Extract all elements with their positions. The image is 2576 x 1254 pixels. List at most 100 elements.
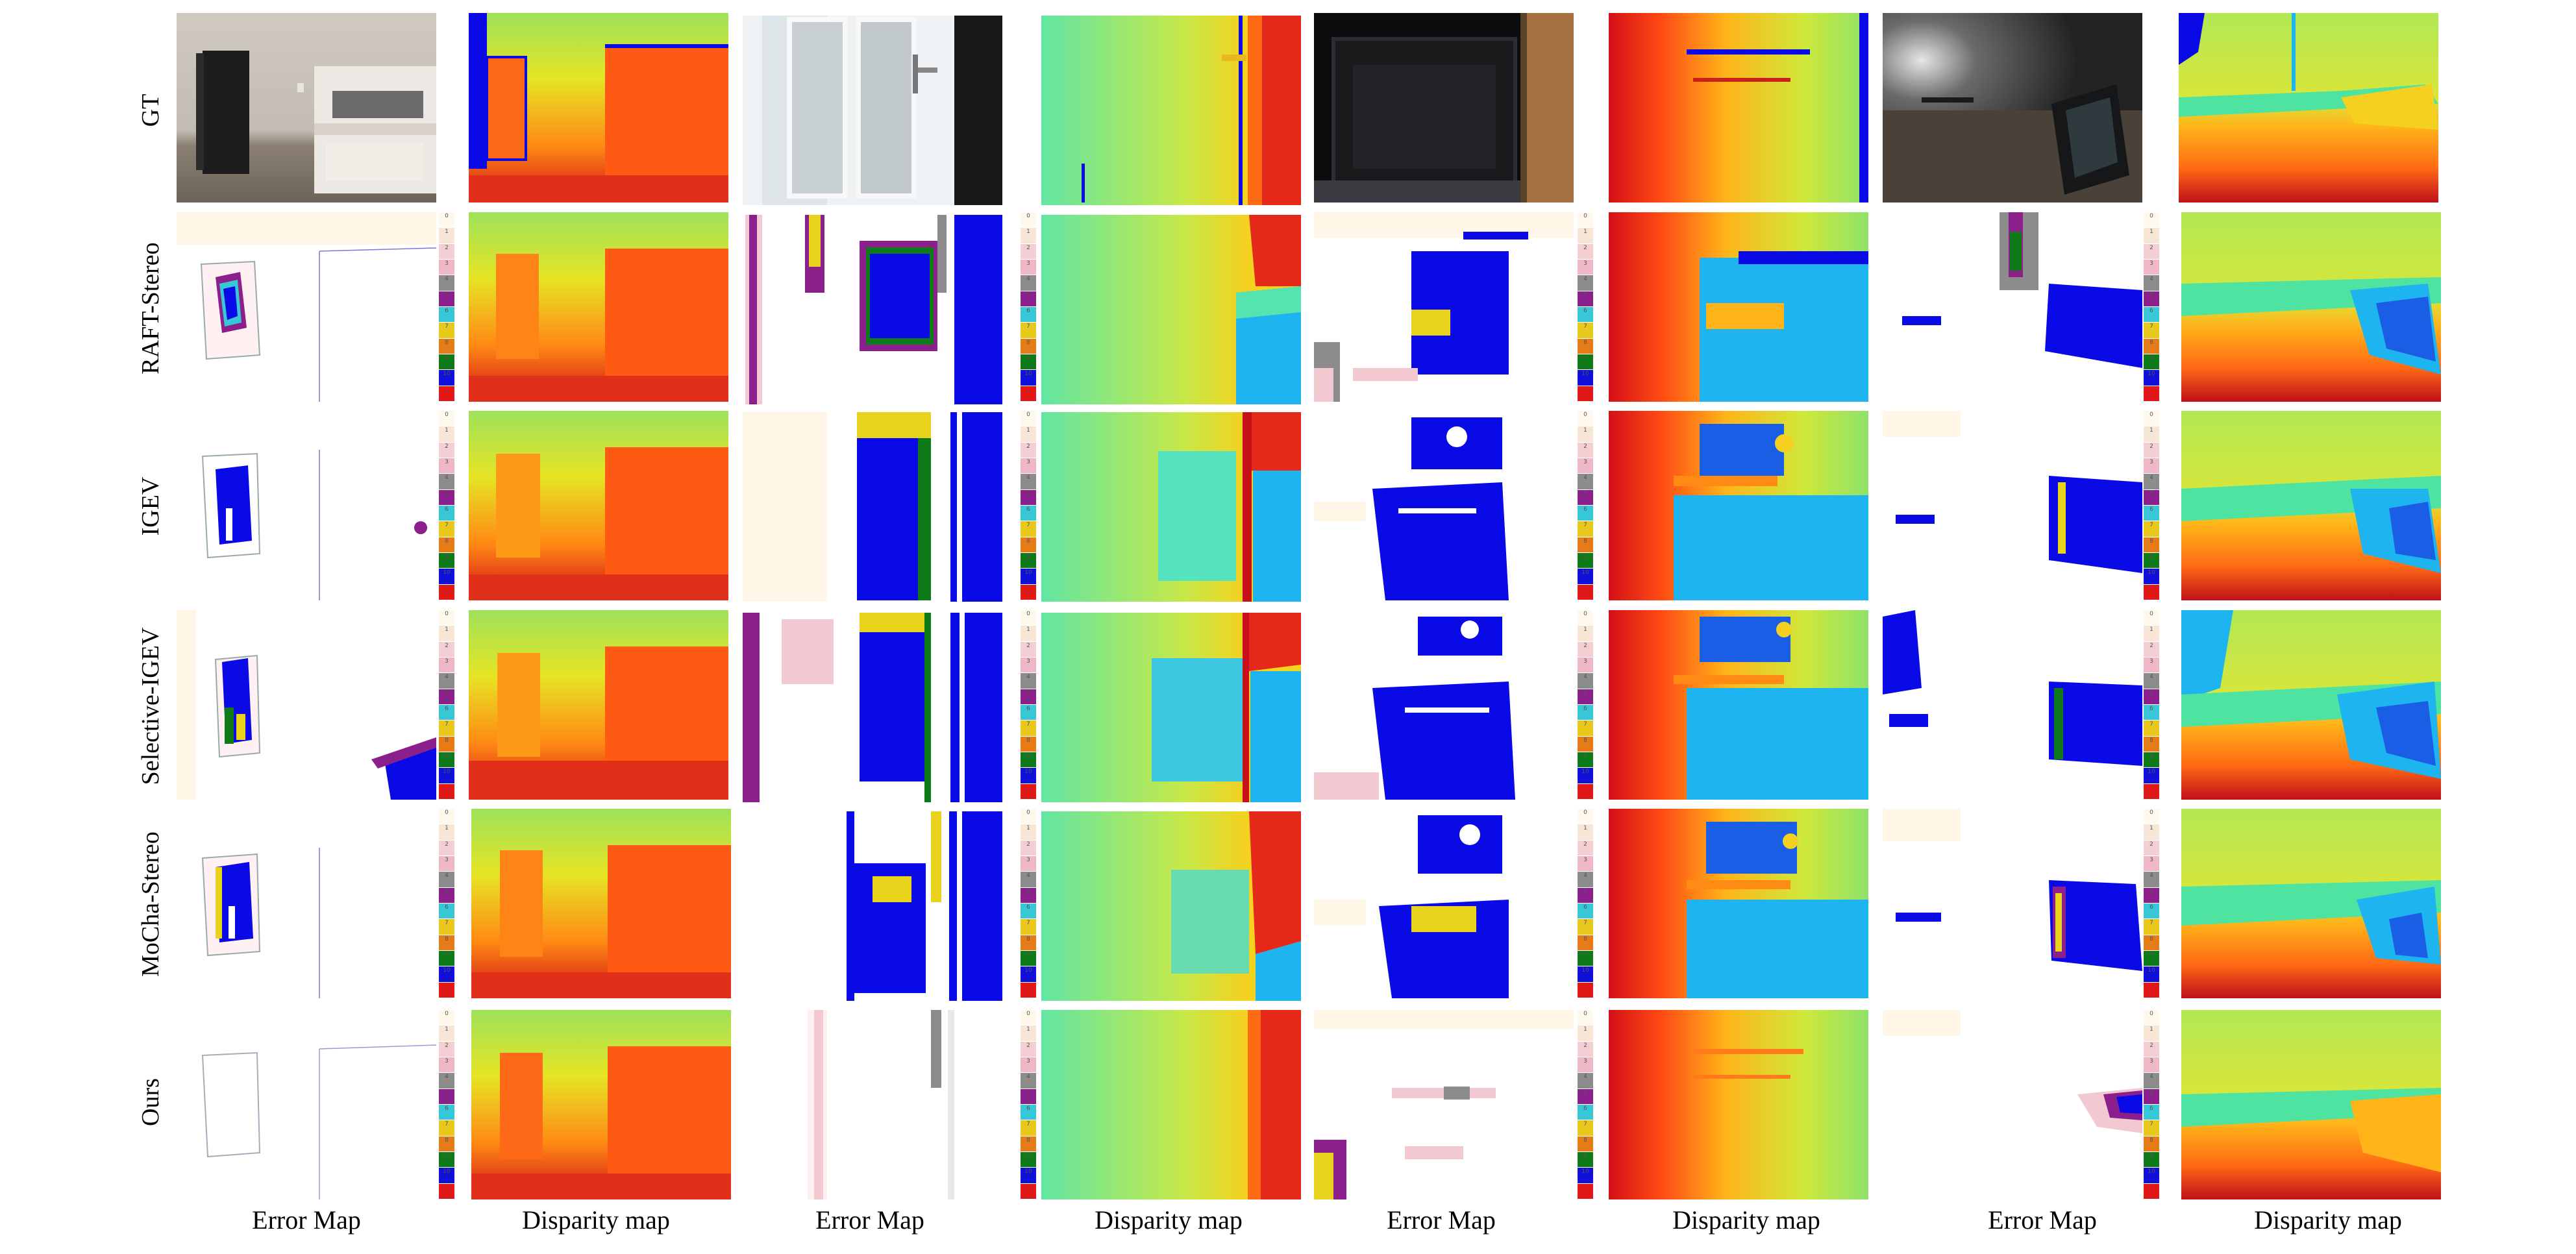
colorbar-segment <box>439 1136 454 1151</box>
colorbar-tick: 4 <box>2149 872 2153 879</box>
colorbar-tick: 1 <box>2149 1026 2153 1033</box>
colorbar-tick: 10 <box>443 967 451 974</box>
colorbar-segment <box>1578 1168 1593 1183</box>
colorbar-segment <box>439 658 454 673</box>
colorbar-segment <box>2144 951 2159 966</box>
colorbar-segment <box>1578 553 1593 569</box>
colorbar-segment <box>1578 809 1593 824</box>
colorbar-segment <box>1578 626 1593 641</box>
colorbar-segment <box>439 1026 454 1041</box>
colorbar-segment <box>1578 1105 1593 1120</box>
colorbar-segment <box>439 982 454 998</box>
colorbar-segment <box>1021 386 1036 401</box>
colorbar-tick: 2 <box>1583 841 1587 848</box>
colorbar-tick: 9 <box>445 355 449 362</box>
colorbar-segment <box>1021 689 1036 704</box>
colorbar-tick: 9 <box>2149 952 2153 958</box>
colorbar-segment <box>1578 824 1593 840</box>
error-colorbar: 0 1 2 3 4 5 6 7 8 9 10 <box>1021 610 1036 800</box>
colorbar-segment <box>439 584 454 600</box>
colorbar-segment <box>2144 641 2159 657</box>
colorbar-tick: 10 <box>1581 569 1589 576</box>
colorbar-tick: 5 <box>2149 1089 2153 1096</box>
colorbar-segment <box>2144 506 2159 521</box>
colorbar-tick: 10 <box>1024 967 1032 974</box>
colorbar-segment <box>1578 1088 1593 1104</box>
colorbar-segment <box>1021 260 1036 275</box>
error-colorbar: 0 1 2 3 4 5 6 7 8 9 10 <box>1578 212 1593 402</box>
colorbar-segment <box>2144 584 2159 600</box>
gt-rgb-scene-3 <box>1314 13 1574 203</box>
row-label-selective-igev: Selective-IGEV <box>137 627 164 785</box>
colorbar-segment <box>1021 489 1036 505</box>
colorbar-segment <box>1021 323 1036 338</box>
colorbar-segment <box>2144 1088 2159 1104</box>
colorbar-segment <box>1021 442 1036 458</box>
colorbar-segment <box>1578 1152 1593 1168</box>
colorbar-tick: 0 <box>2149 412 2153 418</box>
colorbar-segment <box>1021 951 1036 966</box>
colorbar-segment <box>1021 872 1036 887</box>
colorbar-tick: 8 <box>1026 935 1030 942</box>
igev-error-map-scene-3 <box>1314 411 1574 600</box>
ours-error-map-scene-4 <box>1883 1010 2142 1199</box>
colorbar-segment <box>1021 537 1036 552</box>
mocha-disparity-scene-3 <box>1609 809 1868 998</box>
colorbar-segment <box>439 783 454 799</box>
colorbar-tick: 3 <box>1583 857 1587 863</box>
colorbar-segment <box>439 553 454 569</box>
colorbar-tick: 6 <box>2149 1105 2153 1112</box>
gt-disparity-scene-3 <box>1609 13 1868 203</box>
colorbar-segment <box>1021 673 1036 689</box>
colorbar-tick: 4 <box>1026 872 1030 879</box>
colorbar-tick: 3 <box>445 459 449 465</box>
mocha-error-map-scene-4 <box>1883 809 2142 998</box>
colorbar-tick: 3 <box>445 1058 449 1064</box>
row-label-raft-stereo: RAFT-Stereo <box>137 242 164 375</box>
colorbar-tick: 10 <box>1024 1168 1032 1175</box>
colorbar-segment <box>2144 275 2159 291</box>
colorbar-segment <box>1021 354 1036 370</box>
colorbar-segment <box>1578 982 1593 998</box>
colorbar-tick: 9 <box>2149 1153 2153 1159</box>
colorbar-tick: 8 <box>1583 1137 1587 1144</box>
colorbar-segment <box>439 610 454 626</box>
colorbar-tick: 8 <box>1026 1137 1030 1144</box>
colorbar-tick: 4 <box>1583 872 1587 879</box>
ours-disparity-scene-4 <box>2181 1010 2441 1199</box>
colorbar-segment <box>1578 658 1593 673</box>
colorbar-segment <box>1021 705 1036 720</box>
colorbar-tick: 8 <box>2149 537 2153 545</box>
colorbar-segment <box>1578 935 1593 950</box>
igev-disparity-scene-3 <box>1609 411 1868 600</box>
colorbar-tick: 3 <box>1026 260 1030 267</box>
colorbar-segment <box>2144 720 2159 736</box>
colorbar-segment <box>1021 228 1036 243</box>
error-colorbar: 0 1 2 3 4 5 6 7 8 9 10 <box>2144 411 2159 600</box>
colorbar-tick: 1 <box>1583 427 1587 434</box>
colorbar-segment <box>439 370 454 386</box>
colorbar-tick: 6 <box>1583 706 1587 712</box>
colorbar-segment <box>2144 1168 2159 1183</box>
colorbar-segment <box>1021 212 1036 228</box>
colorbar-tick: 8 <box>1026 339 1030 346</box>
colorbar-segment <box>1578 705 1593 720</box>
colorbar-tick: 9 <box>1026 554 1030 560</box>
colorbar-segment <box>1578 641 1593 657</box>
colorbar-segment <box>1021 243 1036 259</box>
colorbar-segment <box>439 1073 454 1088</box>
colorbar-segment <box>2144 537 2159 552</box>
colorbar-segment <box>1578 426 1593 442</box>
colorbar-segment <box>1021 1026 1036 1041</box>
colorbar-tick: 2 <box>1026 443 1030 450</box>
colorbar-tick: 7 <box>1026 920 1030 927</box>
row-label-igev: IGEV <box>137 476 164 536</box>
colorbar-tick: 3 <box>1026 857 1030 863</box>
colorbar-tick: 2 <box>1026 1042 1030 1049</box>
colorbar-segment <box>439 1088 454 1104</box>
col-caption-disparity-map-1: Disparity map <box>522 1205 670 1235</box>
colorbar-tick: 10 <box>443 371 451 378</box>
igev-error-map-scene-1 <box>177 411 436 600</box>
colorbar-segment <box>439 212 454 228</box>
colorbar-segment <box>2144 307 2159 323</box>
